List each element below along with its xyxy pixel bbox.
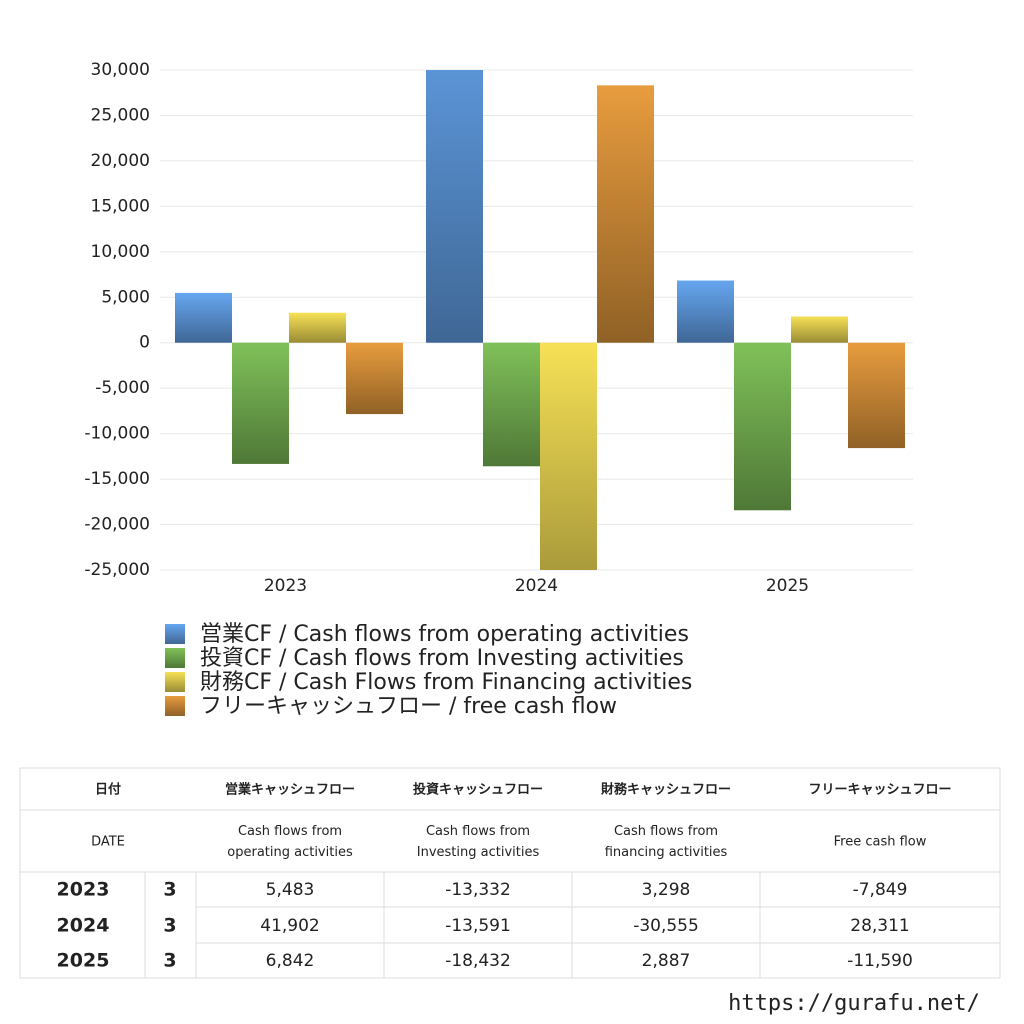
y-tick-label: 25,000: [91, 105, 150, 125]
table-year: 2024: [57, 915, 110, 937]
y-tick-label: -20,000: [84, 515, 150, 535]
table-header: 投資キャッシュフロー: [413, 782, 543, 798]
bar: [848, 342, 905, 449]
legend-swatch: [165, 648, 185, 668]
table-value: 28,311: [850, 916, 909, 936]
table-value: 2,887: [642, 951, 691, 971]
bar: [232, 342, 289, 464]
y-tick-label: -15,000: [84, 469, 150, 489]
table-value: -11,590: [847, 951, 913, 971]
table-subheader: Cash flows from: [614, 824, 718, 839]
bar: [289, 312, 346, 343]
table-subheader: DATE: [91, 835, 125, 850]
y-tick-label: 10,000: [91, 242, 150, 262]
y-tick-label: 5,000: [101, 287, 150, 307]
table-year: 2025: [57, 950, 110, 972]
table-subheader: operating activities: [227, 845, 353, 860]
bar: [791, 316, 848, 343]
y-tick-label: 0: [139, 333, 150, 353]
x-tick-label: 2025: [766, 576, 809, 596]
bar: [597, 85, 654, 343]
legend-label: 営業CF / Cash flows from operating activit…: [200, 622, 689, 647]
table-subheader: Cash flows from: [426, 824, 530, 839]
bar: [175, 292, 232, 343]
legend-swatch: [165, 696, 185, 716]
table-value: -7,849: [853, 880, 908, 900]
legend-label: 財務CF / Cash Flows from Financing activit…: [200, 670, 692, 695]
x-tick-label: 2023: [264, 576, 307, 596]
legend-swatch: [165, 624, 185, 644]
table-month: 3: [163, 950, 176, 972]
table-border: [19, 767, 1001, 979]
bar: [734, 342, 791, 511]
table-value: 5,483: [266, 880, 315, 900]
table-value: -13,332: [445, 880, 511, 900]
table-value: 41,902: [260, 916, 319, 936]
table-header: 営業キャッシュフロー: [225, 782, 355, 798]
table-value: 3,298: [642, 880, 691, 900]
table-month: 3: [163, 915, 176, 937]
table-subheader: Investing activities: [417, 845, 540, 860]
table-header: 財務キャッシュフロー: [600, 782, 731, 798]
x-tick-label: 2024: [515, 576, 558, 596]
table-value: -30,555: [633, 916, 699, 936]
table-value: 6,842: [266, 951, 315, 971]
y-tick-label: -25,000: [84, 560, 150, 580]
table-header: フリーキャッシュフロー: [808, 783, 951, 798]
table-subheader: financing activities: [605, 845, 728, 860]
bar: [426, 70, 483, 343]
table-value: -13,591: [445, 916, 511, 936]
plot: [175, 70, 905, 570]
y-tick-label: 20,000: [91, 151, 150, 171]
bar: [346, 342, 403, 415]
table-value: -18,432: [445, 951, 511, 971]
legend-swatch: [165, 672, 185, 692]
table-subheader: Free cash flow: [834, 835, 927, 850]
table-header: 日付: [95, 782, 121, 798]
table-year: 2023: [57, 879, 110, 901]
legend-label: 投資CF / Cash flows from Investing activit…: [200, 646, 684, 671]
legend-label: フリーキャッシュフロー / free cash flow: [200, 694, 617, 719]
table-subheader: Cash flows from: [238, 824, 342, 839]
bar: [540, 342, 597, 570]
footer-url: https://gurafu.net/: [728, 991, 980, 1016]
y-tick-label: -5,000: [95, 378, 150, 398]
table-month: 3: [163, 879, 176, 901]
bar: [483, 342, 540, 467]
y-tick-label: 30,000: [91, 60, 150, 80]
bar: [677, 280, 734, 343]
y-tick-label: -10,000: [84, 424, 150, 444]
y-tick-label: 15,000: [91, 196, 150, 216]
